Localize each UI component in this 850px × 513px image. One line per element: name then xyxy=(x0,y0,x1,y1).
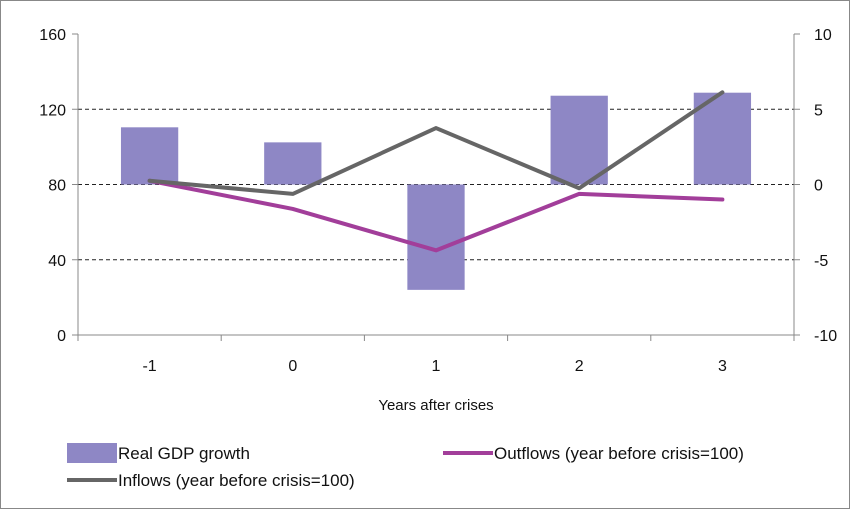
plot-area xyxy=(78,90,794,290)
y-left-tick-label: 0 xyxy=(57,328,66,345)
x-tick-label: 3 xyxy=(718,358,727,375)
x-tick-label: 0 xyxy=(288,358,297,375)
legend-label-real: Real GDP growth xyxy=(118,444,250,463)
legend: Real GDP growth Outflows (year before cri… xyxy=(67,443,744,490)
bar-real-gdp-growth xyxy=(264,142,322,185)
bar-real-gdp-growth xyxy=(407,184,465,290)
bar-real-gdp-growth xyxy=(120,127,179,185)
line-outflows xyxy=(147,178,725,253)
x-tick-label: 1 xyxy=(432,358,441,375)
line-inflows xyxy=(147,90,725,196)
bar-real-gdp-growth xyxy=(693,92,752,185)
y-right-tick-label: 0 xyxy=(814,178,823,195)
legend-swatch-real xyxy=(67,443,117,463)
y-right-tick-label: -10 xyxy=(814,328,837,345)
legend-label-inflows: Inflows (year before crisis=100) xyxy=(118,471,355,490)
x-tick-label: 2 xyxy=(575,358,584,375)
y-left-tick-label: 40 xyxy=(48,253,66,270)
y-left-tick-label: 80 xyxy=(48,178,66,195)
y-right-tick-label: -5 xyxy=(814,253,828,270)
x-tick-label: -1 xyxy=(142,358,156,375)
x-axis-title: Years after crises xyxy=(378,397,493,414)
y-left-tick-label: 120 xyxy=(39,102,66,119)
y-right-tick-label: 5 xyxy=(814,102,823,119)
legend-label-outflows: Outflows (year before crisis=100) xyxy=(494,444,744,463)
bar-real-gdp-growth xyxy=(550,95,608,185)
y-left-tick-label: 160 xyxy=(39,27,66,44)
y-right-tick-label: 10 xyxy=(814,27,832,44)
